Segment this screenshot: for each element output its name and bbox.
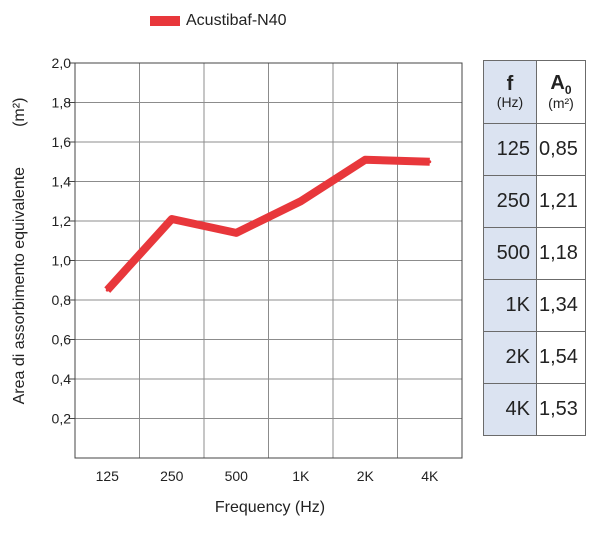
- header-frequency: f (Hz): [483, 60, 537, 124]
- table-row: 4K 1,53: [483, 383, 586, 436]
- y-tick-label: 1,6: [52, 134, 72, 150]
- y-tick-label: 1,2: [52, 213, 72, 229]
- y-tick-label: 1,8: [52, 95, 72, 111]
- cell-absorption: 1,34: [536, 279, 586, 332]
- legend-label: Acustibaf-N40: [186, 12, 287, 29]
- table-row: 500 1,18: [483, 227, 586, 280]
- y-axis-unit: (m²): [11, 97, 28, 127]
- data-point: [299, 199, 303, 203]
- y-axis-title: Area di assorbimento equivalente (m²): [11, 98, 29, 405]
- series-line: [104, 155, 430, 293]
- x-tick-label: 4K: [421, 468, 439, 484]
- table-row: 250 1,21: [483, 175, 586, 228]
- y-tick-label: 1,0: [52, 253, 72, 269]
- data-point: [105, 288, 109, 292]
- cell-frequency: 250: [483, 175, 537, 228]
- x-tick-label: 500: [225, 468, 249, 484]
- header-absorption-symbol: A0: [537, 71, 585, 97]
- data-point: [170, 217, 174, 221]
- values-table: f (Hz) A0 (m²) 125 0,85 250 1,21 500 1,1…: [483, 60, 586, 436]
- cell-absorption: 1,18: [536, 227, 586, 280]
- cell-frequency: 4K: [483, 383, 537, 436]
- y-axis-label: Area di assorbimento equivalente: [11, 166, 28, 405]
- cell-absorption: 1,54: [536, 331, 586, 384]
- legend: Acustibaf-N40: [150, 12, 287, 30]
- table-row: 1K 1,34: [483, 279, 586, 332]
- x-tick-label: 1K: [292, 468, 310, 484]
- header-frequency-symbol: f: [506, 73, 514, 96]
- cell-frequency: 500: [483, 227, 537, 280]
- data-point: [234, 231, 238, 235]
- cell-absorption: 0,85: [536, 123, 586, 176]
- header-frequency-unit: (Hz): [496, 94, 524, 111]
- table-row: 125 0,85: [483, 123, 586, 176]
- plot-frame: [74, 62, 463, 459]
- cell-frequency: 125: [483, 123, 537, 176]
- x-tick-label: 250: [160, 468, 184, 484]
- x-axis-label: Frequency (Hz): [214, 499, 326, 516]
- data-point: [363, 158, 367, 162]
- header-absorption: A0 (m²): [536, 60, 586, 124]
- cell-frequency: 2K: [483, 331, 537, 384]
- y-tick-label: 0,2: [52, 411, 72, 427]
- header-absorption-unit: (m²): [548, 95, 574, 112]
- y-tick-label: 0,6: [52, 332, 72, 348]
- y-tick-label: 1,4: [52, 174, 72, 190]
- header-absorption-subscript: 0: [564, 82, 572, 97]
- legend-swatch: [150, 16, 180, 26]
- cell-frequency: 1K: [483, 279, 537, 332]
- table-header-row: f (Hz) A0 (m²): [483, 60, 586, 124]
- cell-absorption: 1,21: [536, 175, 586, 228]
- data-point: [428, 160, 432, 164]
- y-tick-label: 0,8: [52, 292, 72, 308]
- y-tick-label: 2,0: [52, 55, 72, 71]
- x-tick-label: 125: [96, 468, 120, 484]
- cell-absorption: 1,53: [536, 383, 586, 436]
- table-row: 2K 1,54: [483, 331, 586, 384]
- header-absorption-letter: A: [550, 71, 565, 94]
- x-tick-label: 2K: [357, 468, 375, 484]
- y-tick-label: 0,4: [52, 371, 72, 387]
